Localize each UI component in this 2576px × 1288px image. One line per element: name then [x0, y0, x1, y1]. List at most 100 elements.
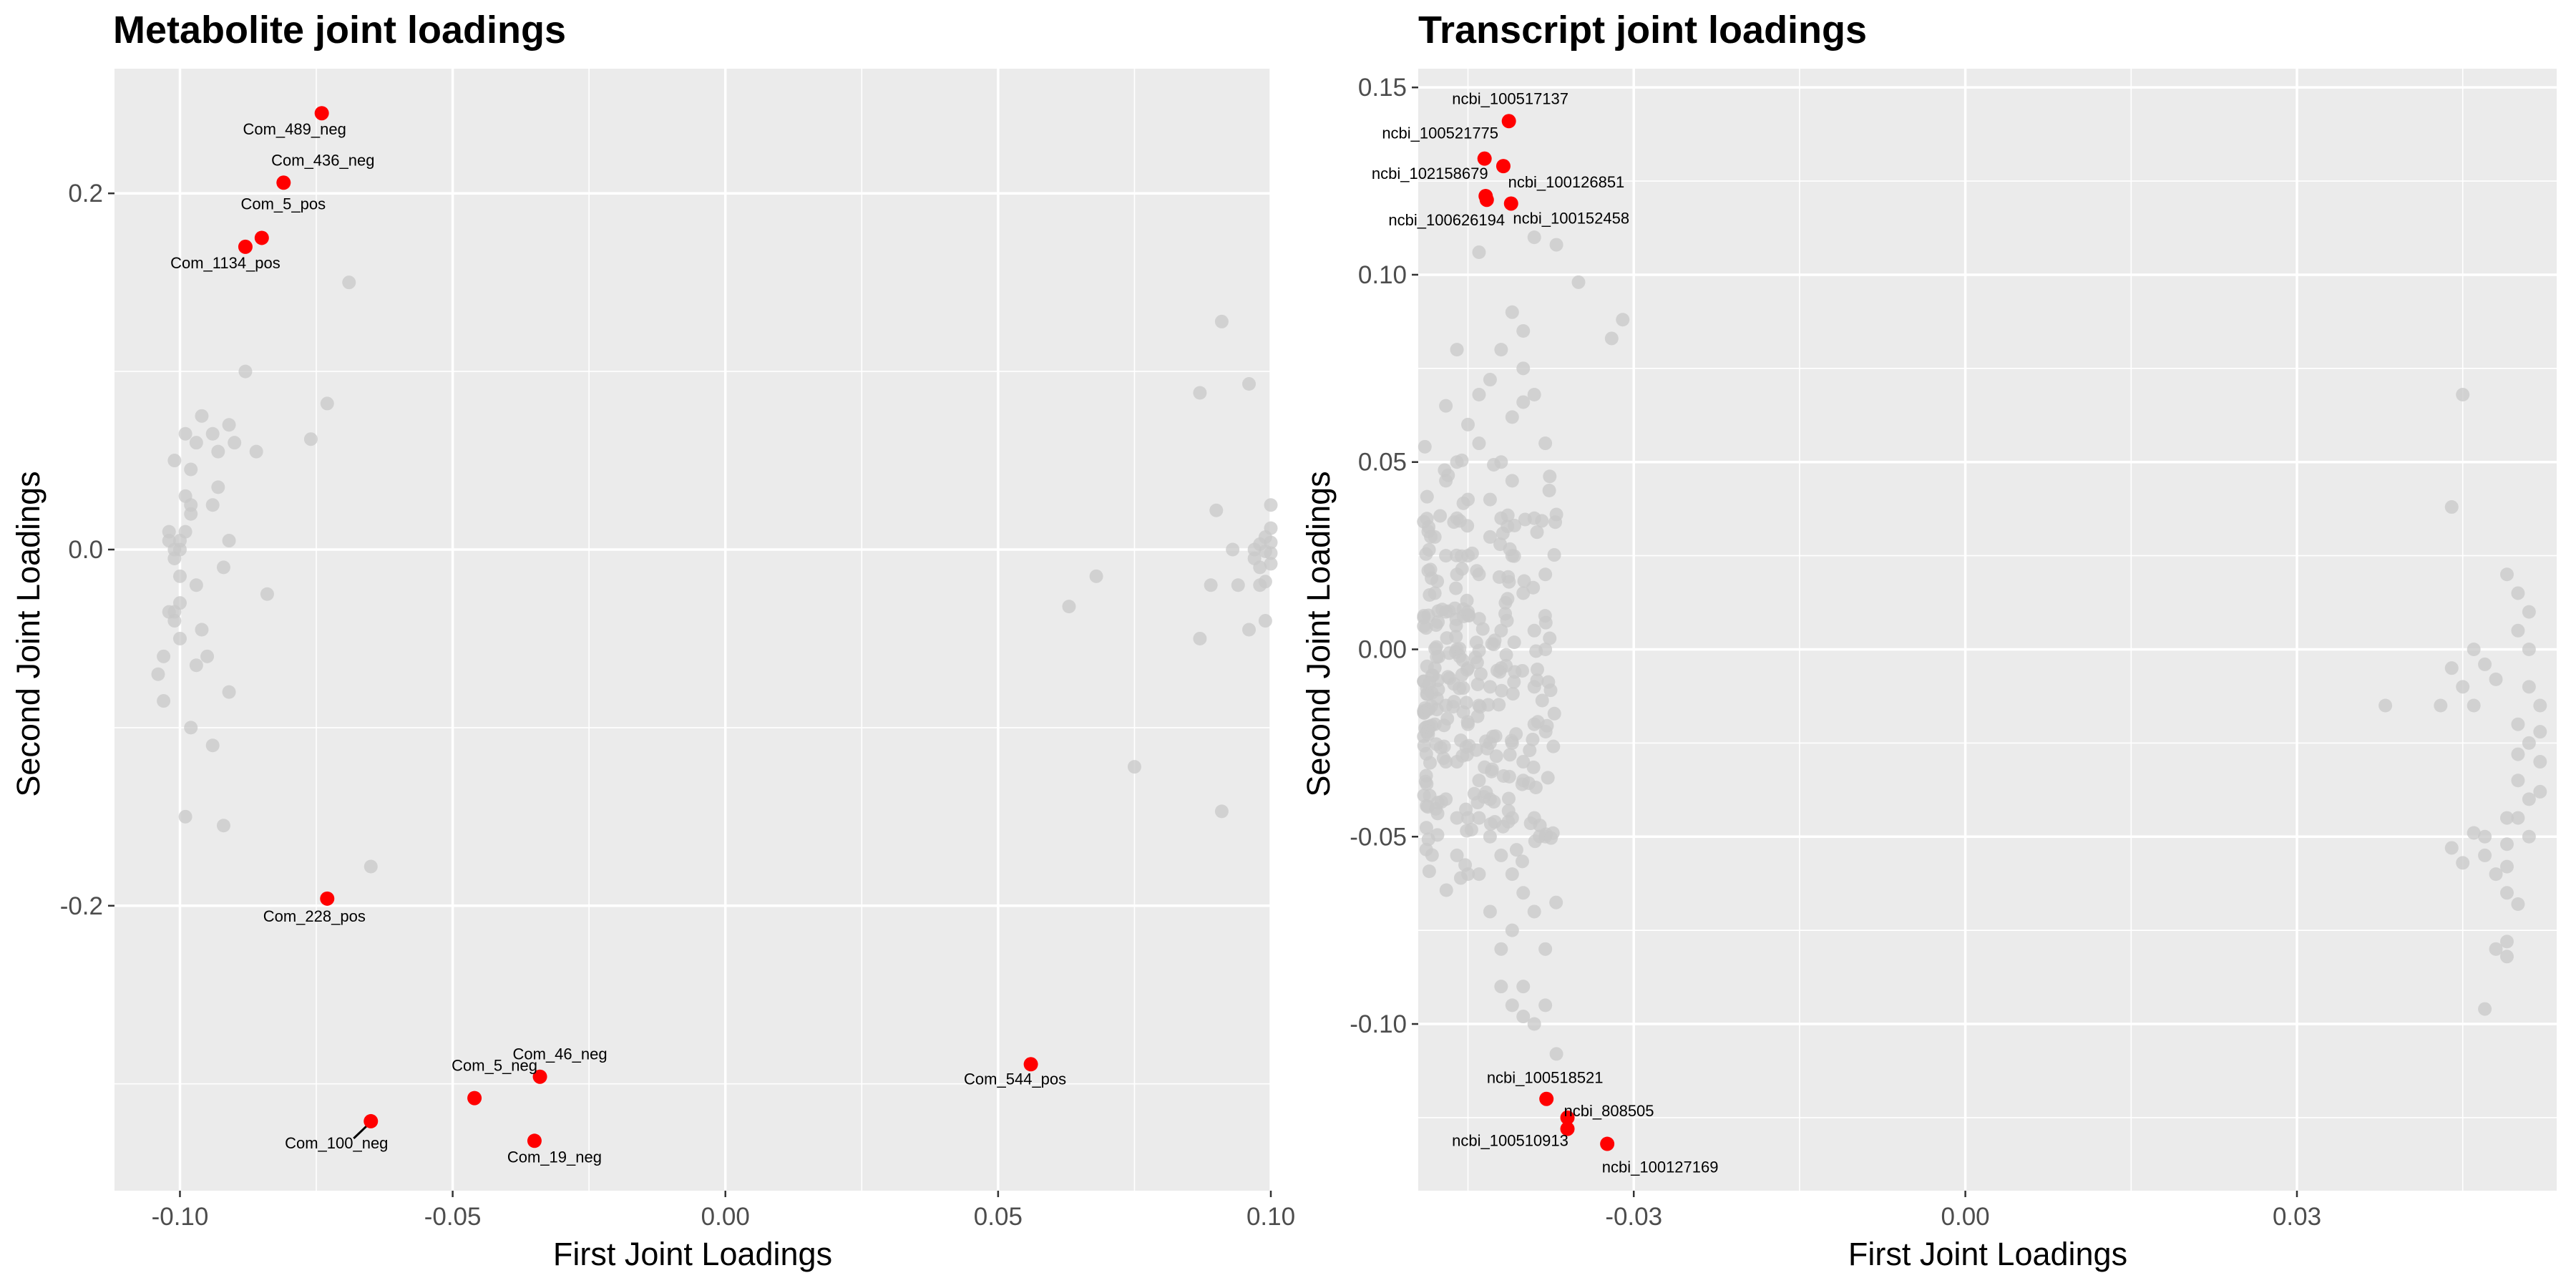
metabolite-data-point — [1242, 623, 1257, 637]
transcript-data-point — [2467, 642, 2481, 656]
transcript-data-point — [1483, 373, 1497, 387]
metabolite-data-point — [178, 426, 192, 441]
transcript-data-point — [2511, 747, 2525, 761]
transcript-x-tick-label: 0.00 — [1941, 1203, 1990, 1231]
metabolite-data-point — [303, 432, 318, 447]
transcript-data-point — [1526, 732, 1540, 746]
transcript-y-tick-label: 0.00 — [1358, 635, 1407, 663]
transcript-data-point — [1429, 737, 1443, 751]
transcript-data-point — [1450, 811, 1464, 825]
transcript-data-point — [1516, 755, 1531, 769]
transcript-data-point — [1417, 608, 1431, 623]
metabolite-data-point — [1127, 760, 1141, 774]
transcript-highlighted-point — [1600, 1136, 1615, 1151]
transcript-data-point — [1417, 619, 1431, 633]
transcript-data-point — [1450, 848, 1464, 862]
metabolite-panel: Metabolite joint loadings -0.10 -0.05 0.00… — [10, 9, 1295, 1272]
metabolite-point-label: Com_100_neg — [285, 1134, 388, 1152]
metabolite-point-label: Com_46_neg — [513, 1045, 608, 1063]
transcript-data-point — [1538, 724, 1553, 738]
metabolite-data-point — [1242, 377, 1257, 391]
transcript-data-point — [1453, 871, 1468, 885]
transcript-data-point — [1507, 675, 1521, 689]
transcript-data-point — [1530, 662, 1544, 676]
transcript-data-point — [1439, 549, 1453, 563]
transcript-data-point — [1516, 886, 1531, 900]
metabolite-data-point — [184, 721, 198, 735]
transcript-data-point — [1492, 570, 1506, 584]
metabolite-y-axis-title: Second Joint Loadings — [10, 471, 47, 796]
transcript-point-label: ncbi_100521775 — [1382, 125, 1498, 142]
metabolite-data-point — [162, 525, 176, 539]
transcript-data-point — [1543, 631, 1557, 645]
transcript-data-point — [1517, 574, 1531, 588]
metabolite-data-point — [228, 436, 242, 450]
metabolite-data-point — [162, 605, 176, 619]
transcript-plot-background — [1418, 69, 2557, 1191]
metabolite-data-point — [222, 685, 236, 699]
transcript-data-point — [2533, 784, 2547, 799]
transcript-data-point — [1538, 998, 1553, 1013]
metabolite-data-point — [260, 587, 274, 601]
transcript-data-point — [1547, 706, 1561, 721]
transcript-data-point — [2489, 672, 2503, 686]
transcript-data-point — [1420, 512, 1434, 526]
transcript-data-point — [1423, 756, 1438, 770]
metabolite-data-point — [216, 819, 230, 833]
transcript-data-point — [1542, 483, 1556, 497]
transcript-data-point — [1447, 695, 1461, 709]
transcript-data-point — [2489, 942, 2503, 956]
metabolite-data-point — [205, 738, 220, 753]
transcript-data-point — [1418, 439, 1432, 454]
metabolite-data-point — [189, 436, 203, 450]
metabolite-point-label: Com_1134_pos — [170, 254, 280, 272]
transcript-data-point — [1470, 655, 1484, 670]
transcript-point-label: ncbi_100626194 — [1388, 211, 1505, 229]
transcript-data-point — [1481, 698, 1496, 712]
transcript-gridlines — [1418, 69, 2557, 1191]
transcript-data-point — [1493, 537, 1508, 552]
transcript-data-point — [1449, 618, 1463, 633]
transcript-data-point — [1509, 727, 1523, 741]
transcript-highlighted-point — [1479, 192, 1494, 208]
transcript-data-point — [1458, 858, 1473, 872]
transcript-y-tick-label: 0.10 — [1358, 261, 1407, 289]
transcript-data-point — [1456, 496, 1470, 510]
transcript-data-point — [2533, 725, 2547, 739]
transcript-y-tick-label: -0.10 — [1350, 1010, 1407, 1038]
transcript-data-point — [1516, 323, 1531, 338]
metabolite-point-label: Com_436_neg — [271, 151, 374, 169]
metabolite-highlighted-point — [238, 239, 253, 254]
transcript-data-point — [2478, 848, 2492, 862]
metabolite-data-point — [1214, 804, 1229, 819]
transcript-data-point — [1472, 643, 1486, 658]
transcript-data-point — [1521, 776, 1536, 790]
transcript-data-point — [1440, 711, 1455, 726]
transcript-data-point — [1516, 1010, 1531, 1024]
transcript-data-point — [1490, 663, 1504, 678]
transcript-data-point — [1505, 474, 1519, 488]
transcript-data-point — [1498, 607, 1513, 621]
transcript-data-point — [1455, 453, 1469, 467]
transcript-data-point — [2511, 586, 2525, 600]
transcript-data-point — [2511, 717, 2525, 731]
transcript-data-point — [1472, 612, 1486, 626]
metabolite-data-point — [1226, 542, 1240, 557]
transcript-data-point — [1447, 677, 1461, 691]
transcript-data-point — [2478, 1002, 2492, 1016]
metabolite-data-point — [1258, 614, 1272, 628]
transcript-highlighted-point — [1503, 196, 1518, 211]
metabolite-data-point — [172, 631, 187, 645]
metabolite-x-tick-label: 0.00 — [701, 1203, 750, 1231]
transcript-data-point — [2499, 859, 2514, 874]
transcript-data-point — [1418, 774, 1433, 789]
metabolite-data-point — [167, 454, 182, 468]
transcript-data-point — [2444, 500, 2459, 514]
transcript-data-point — [1470, 709, 1485, 723]
transcript-point-label: ncbi_100152458 — [1513, 209, 1629, 227]
transcript-y-tick-label: -0.05 — [1350, 823, 1407, 851]
transcript-data-point — [1507, 635, 1521, 650]
transcript-data-point — [1549, 895, 1563, 909]
transcript-point-label: ncbi_100517137 — [1452, 89, 1568, 107]
